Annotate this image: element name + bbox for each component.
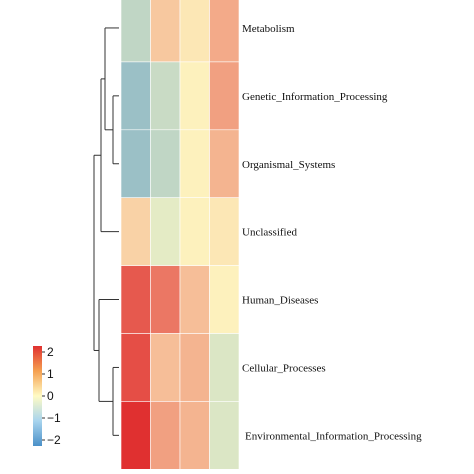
color-legend: 2 1 0 −1 −2 xyxy=(33,345,61,447)
heatmap-cell xyxy=(120,197,151,266)
heatmap-cells xyxy=(120,0,240,470)
color-legend-ticks: 2 1 0 −1 −2 xyxy=(42,345,61,447)
row-label: Metabolism xyxy=(242,23,295,35)
heatmap-cell xyxy=(209,333,240,402)
row-label: Unclassified xyxy=(242,227,297,239)
row-label: Cellular_Processes xyxy=(242,362,326,374)
heatmap-cell xyxy=(209,0,240,63)
heatmap-cell xyxy=(209,265,240,334)
row-dendrogram xyxy=(93,27,119,436)
heatmap-cell xyxy=(209,401,240,470)
heatmap-cell xyxy=(120,265,151,334)
heatmap-cell xyxy=(120,0,151,63)
heatmap-cell xyxy=(150,401,181,470)
heatmap-cell xyxy=(150,265,181,334)
legend-tick-label: −2 xyxy=(47,433,61,447)
heatmap-cell xyxy=(150,61,181,131)
heatmap-cell xyxy=(150,197,181,266)
heatmap-cell xyxy=(120,61,151,131)
legend-tick-label: 2 xyxy=(47,345,54,359)
heatmap-cell xyxy=(150,129,181,199)
color-legend-bar xyxy=(33,346,42,446)
heatmap-cell xyxy=(209,61,240,131)
legend-tick-label: 0 xyxy=(47,389,54,403)
row-label: Genetic_Information_Processing xyxy=(242,91,388,103)
row-label: Organismal_Systems xyxy=(242,159,335,171)
legend-tick-label: 1 xyxy=(47,367,54,381)
heatmap-cell xyxy=(209,197,240,266)
heatmap-cell xyxy=(179,333,210,402)
heatmap-cell xyxy=(120,333,151,402)
heatmap-cell xyxy=(209,129,240,199)
heatmap-cell xyxy=(150,333,181,402)
row-labels: Metabolism Genetic_Information_Processing… xyxy=(242,23,422,442)
heatmap-cell xyxy=(179,61,210,131)
heatmap-cell xyxy=(179,401,210,470)
heatmap-cell xyxy=(120,401,151,470)
heatmap-cell xyxy=(179,0,210,63)
row-label: Environmental_Information_Processing xyxy=(245,430,422,442)
row-label: Human_Diseases xyxy=(242,295,318,307)
heatmap-cell xyxy=(120,129,151,199)
heatmap-cell xyxy=(179,265,210,334)
heatmap-cell xyxy=(150,0,181,63)
heatmap-cell xyxy=(179,197,210,266)
heatmap-cell xyxy=(179,129,210,199)
legend-tick-label: −1 xyxy=(47,411,61,425)
